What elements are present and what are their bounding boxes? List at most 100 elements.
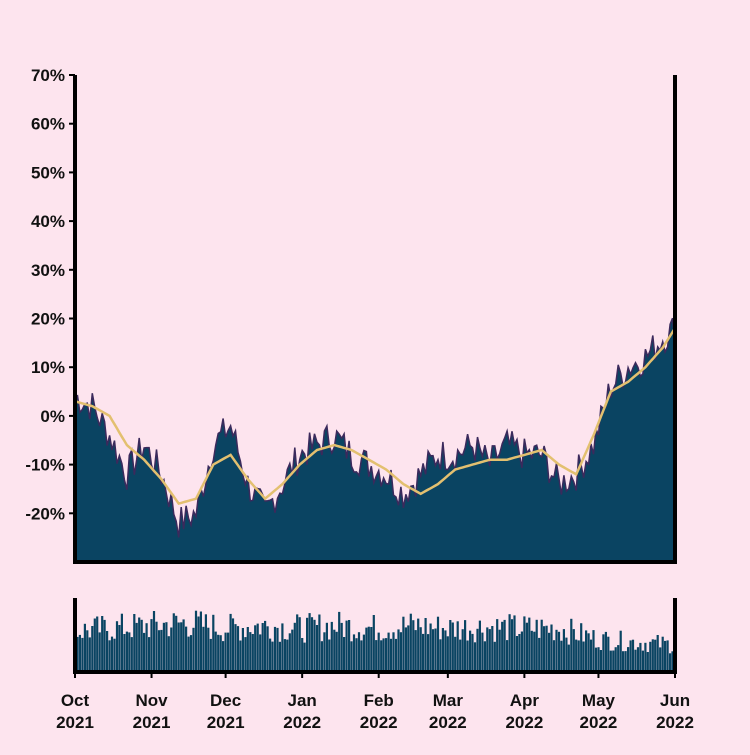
volume-bar	[439, 639, 442, 672]
volume-bar	[533, 631, 536, 672]
volume-bar	[562, 629, 565, 672]
volume-bar	[538, 637, 541, 672]
volume-bar	[582, 641, 585, 672]
x-tick-year: 2022	[283, 713, 321, 732]
volume-bar	[219, 635, 222, 672]
volume-bar	[246, 627, 249, 672]
volume-bar	[123, 634, 126, 672]
volume-bar	[592, 630, 595, 672]
volume-bar	[639, 642, 642, 672]
volume-bar	[528, 617, 531, 672]
volume-bar	[636, 647, 640, 672]
volume-bar	[565, 637, 568, 672]
volume-bar	[370, 627, 373, 672]
volume-bar	[617, 645, 620, 672]
volume-bar	[609, 650, 612, 672]
volume-bar	[580, 623, 583, 672]
volume-bar	[209, 638, 212, 672]
volume-bar	[348, 620, 351, 672]
volume-bar	[597, 647, 600, 672]
volume-bar	[614, 647, 617, 672]
volume-bar	[550, 624, 553, 672]
volume-bar	[469, 630, 472, 672]
volume-bar	[599, 650, 602, 672]
volume-bar	[407, 625, 410, 672]
y-tick-label: 40%	[31, 212, 65, 231]
volume-bar	[113, 638, 116, 672]
volume-bar	[204, 614, 207, 672]
y-tick-label: -20%	[25, 504, 65, 523]
volume-bar	[360, 640, 363, 672]
volume-bar	[86, 630, 89, 672]
volume-bar	[93, 618, 96, 672]
volume-bar	[315, 625, 319, 672]
volume-bar	[577, 640, 580, 672]
volume-bar	[189, 635, 193, 672]
volume-bar	[254, 625, 257, 672]
volume-bar	[545, 625, 548, 672]
volume-bar	[328, 639, 331, 672]
x-tick-month: Dec	[210, 691, 241, 710]
volume-bar	[301, 638, 304, 672]
volume-bar	[464, 620, 467, 672]
volume-bar	[251, 634, 254, 672]
volume-bar	[417, 618, 420, 672]
volume-bar	[589, 639, 593, 672]
volume-bar	[436, 616, 440, 672]
volume-bar	[510, 619, 514, 672]
volume-bar	[170, 627, 173, 672]
volume-bar	[646, 652, 649, 672]
volume-bar	[130, 637, 133, 672]
volume-bar	[486, 627, 489, 672]
x-tick-year: 2021	[133, 713, 171, 732]
volume-bar	[520, 631, 523, 672]
y-tick-label: 20%	[31, 310, 65, 329]
volume-bar	[446, 636, 449, 672]
volume-bar	[355, 638, 358, 672]
volume-bar	[343, 637, 346, 672]
volume-bar	[214, 631, 217, 672]
volume-bar	[365, 627, 368, 672]
volume-bar	[654, 639, 657, 672]
x-tick-month: Jan	[288, 691, 317, 710]
volume-bar	[310, 617, 314, 672]
volume-bar	[375, 640, 378, 672]
volume-bar	[261, 623, 264, 672]
volume-bar	[192, 627, 195, 672]
volume-bar	[182, 619, 185, 672]
volume-bar	[412, 620, 415, 672]
volume-bar	[96, 616, 99, 672]
y-tick-label: -10%	[25, 456, 65, 475]
volume-bar	[83, 623, 86, 672]
volume-bar	[473, 642, 477, 672]
volume-bar	[461, 629, 464, 672]
volume-bar	[125, 631, 128, 672]
x-tick-year: 2022	[656, 713, 694, 732]
volume-bar	[152, 611, 156, 672]
volume-bar	[338, 611, 341, 672]
volume-bar	[202, 626, 205, 672]
volume-bar	[664, 640, 667, 672]
y-tick-label: 10%	[31, 358, 65, 377]
volume-bar	[291, 629, 294, 672]
volume-bar	[594, 647, 598, 672]
volume-bar	[281, 623, 284, 672]
y-tick-label: 0%	[40, 407, 65, 426]
volume-bar	[394, 638, 398, 672]
volume-bar	[120, 613, 123, 672]
volume-bar	[540, 619, 543, 672]
volume-bar	[296, 614, 299, 672]
volume-bar	[286, 639, 289, 672]
volume-bar	[320, 641, 323, 672]
volume-bar	[128, 632, 131, 672]
volume-bar	[380, 640, 383, 672]
volume-bar	[76, 636, 79, 672]
volume-bar	[308, 613, 311, 672]
y-tick-label: 60%	[31, 115, 65, 134]
volume-bar	[148, 637, 151, 672]
volume-bar	[444, 630, 447, 672]
volume-bar	[619, 630, 622, 672]
volume-bar	[239, 640, 242, 672]
volume-bar	[273, 626, 277, 672]
